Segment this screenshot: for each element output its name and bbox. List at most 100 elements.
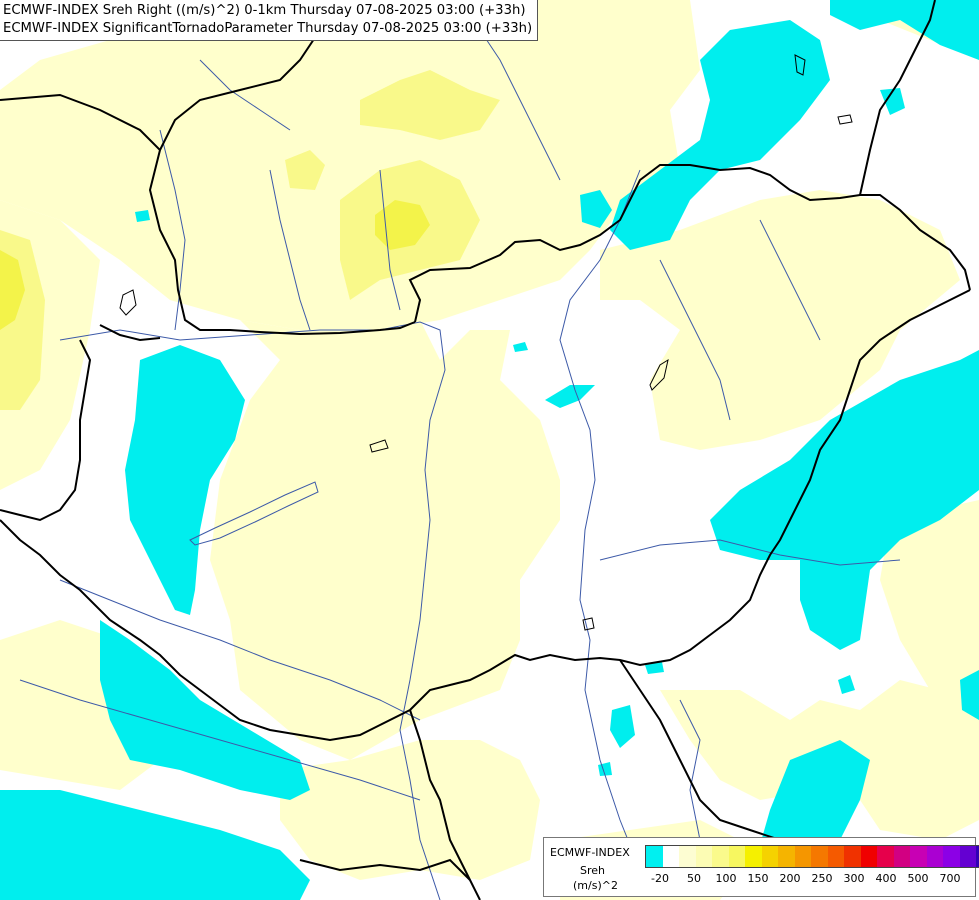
- cyan-sw-coast: [100, 620, 310, 800]
- rivers: [19, 29, 901, 900]
- river-tisza: [559, 169, 641, 871]
- legend-swatch: [761, 846, 778, 867]
- pale-yellow-central: [210, 320, 560, 760]
- cyan-small-nw: [580, 190, 612, 228]
- yellow-small-blob: [285, 150, 325, 190]
- river-balaton: [189, 481, 319, 546]
- border-croatia: [0, 519, 411, 742]
- legend-swatch: [943, 846, 960, 867]
- legend-swatches: [645, 845, 979, 868]
- lake-1: [369, 439, 389, 453]
- legend-tick-label: 400: [875, 872, 897, 885]
- legend-swatch: [926, 846, 943, 867]
- legend-unit: (m/s)^2: [573, 879, 618, 892]
- legend-title: ECMWF-INDEX: [550, 846, 630, 859]
- cyan-topright: [830, 0, 979, 60]
- legend-swatch: [778, 846, 795, 867]
- cyan-small-1: [513, 342, 528, 352]
- legend-swatch: [827, 846, 844, 867]
- lake-3: [582, 617, 595, 631]
- legend-swatch: [712, 846, 729, 867]
- border-west-north: [0, 93, 416, 336]
- legend-swatch: [728, 846, 745, 867]
- cyan-small-5: [838, 675, 855, 694]
- title-line-sreh: ECMWF-INDEX Sreh Right ((m/s)^2) 0-1km T…: [3, 3, 526, 18]
- border-romania-south: [619, 659, 781, 841]
- lakes: [119, 54, 853, 631]
- lake-2: [649, 358, 669, 391]
- river-east-1: [659, 259, 731, 421]
- legend-tick-label: 300: [843, 872, 865, 885]
- cyan-small-3: [610, 705, 635, 748]
- legend-tick-label: 100: [715, 872, 737, 885]
- border-austria-slovenia: [0, 339, 92, 522]
- cyan-west-diagonal: [125, 345, 245, 615]
- river-mures: [599, 539, 901, 566]
- border-west-edge: [99, 324, 161, 342]
- cyan-east-large: [710, 350, 979, 650]
- river-vah: [269, 169, 311, 331]
- legend-swatch: [811, 846, 828, 867]
- legend-tick-label: 200: [779, 872, 801, 885]
- cyan-se-small: [960, 670, 979, 720]
- cyan-north-east: [610, 20, 830, 250]
- cyan-small-2: [545, 385, 595, 408]
- title-line-stp: ECMWF-INDEX SignificantTornadoParameter …: [3, 21, 533, 36]
- border-serbia-south: [409, 709, 481, 900]
- river-north-1: [479, 29, 561, 181]
- legend-swatch: [745, 846, 762, 867]
- legend-swatch: [679, 846, 696, 867]
- legend-swatch: [646, 846, 663, 867]
- legend-tick-label: -20: [651, 872, 669, 885]
- lake-4: [794, 54, 806, 76]
- legend-swatch: [794, 846, 811, 867]
- title-box: ECMWF-INDEX Sreh Right ((m/s)^2) 0-1km T…: [0, 0, 539, 41]
- cyan-se: [760, 740, 870, 850]
- legend-swatch: [959, 846, 976, 867]
- cyan-small-ne: [880, 88, 905, 115]
- lake-6: [119, 289, 137, 316]
- legend-tick-label: 700: [939, 872, 961, 885]
- pale-yellow-north: [0, 0, 700, 330]
- legend-swatch: [860, 846, 877, 867]
- river-drava: [59, 579, 421, 721]
- legend-tick-label: 500: [907, 872, 929, 885]
- legend-swatch: [695, 846, 712, 867]
- border-south-bosnia: [299, 858, 471, 881]
- river-east-2: [759, 219, 821, 341]
- cyan-small-4: [645, 662, 664, 674]
- pale-yellow-east-middle: [600, 190, 960, 450]
- river-north-2: [199, 59, 291, 131]
- legend-swatch: [893, 846, 910, 867]
- pale-yellow-east-edge: [880, 500, 979, 700]
- legend-swatch: [877, 846, 894, 867]
- bright-yellow-slovakia: [375, 200, 430, 250]
- cyan-small-7: [135, 210, 150, 222]
- lake-5: [837, 114, 853, 125]
- legend-tick-label: 50: [687, 872, 701, 885]
- legend-swatch: [844, 846, 861, 867]
- border-slovakia-south: [408, 164, 971, 323]
- pale-yellow-south-central: [280, 740, 540, 880]
- legend-swatch: [976, 846, 979, 867]
- legend-tick-label: 250: [811, 872, 833, 885]
- river-morava: [159, 129, 186, 331]
- border-north-east: [859, 0, 936, 196]
- legend-swatch: [662, 846, 679, 867]
- cyan-south-band: [0, 790, 310, 900]
- river-hron: [379, 169, 401, 311]
- sreh-bright-yellow-areas: [0, 200, 430, 330]
- yellow-north-blob: [360, 70, 500, 140]
- river-danube: [59, 321, 446, 900]
- legend-tick-labels: -20 50 100 150 200 250 300 400 500 700: [645, 872, 975, 886]
- border-ukraine-romania: [409, 289, 971, 711]
- river-sava: [19, 679, 421, 801]
- bright-yellow-west: [0, 250, 25, 330]
- legend-variable: Sreh: [580, 864, 606, 877]
- legend-tick-label: 150: [747, 872, 769, 885]
- legend-swatch: [910, 846, 927, 867]
- color-legend: ECMWF-INDEX Sreh (m/s)^2 -20 50 100 150 200 2…: [543, 837, 979, 897]
